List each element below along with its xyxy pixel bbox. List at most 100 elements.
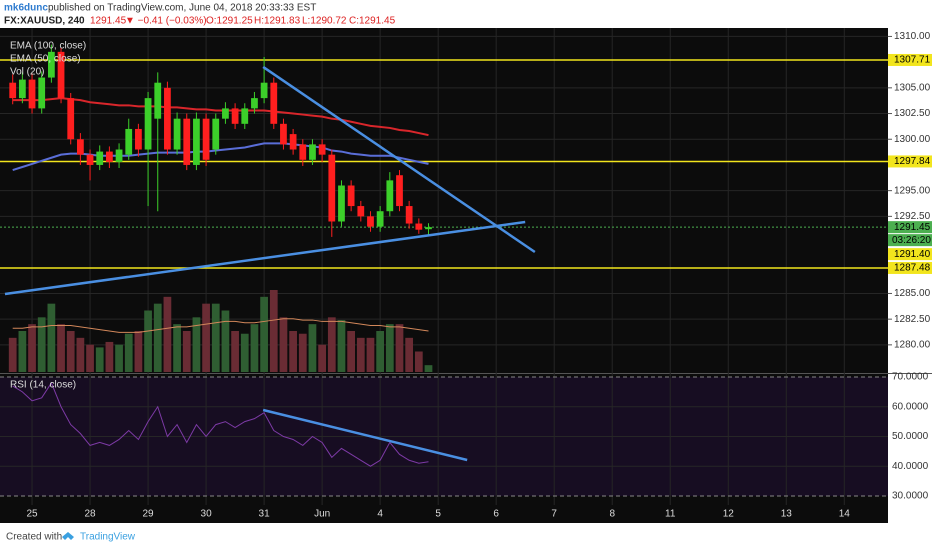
volume-bar xyxy=(269,290,278,372)
x-tick-label: Jun xyxy=(314,509,330,520)
candle-body xyxy=(135,128,142,150)
change: ▼ −0.41 (−0.03%) xyxy=(125,16,207,27)
candle-body xyxy=(405,206,413,224)
volume-bar xyxy=(28,324,36,372)
volume-bar xyxy=(376,331,385,372)
x-tick-label: 7 xyxy=(551,509,557,520)
volume-bar xyxy=(57,324,65,372)
volume-bar xyxy=(395,324,404,372)
x-tick-label: 30 xyxy=(201,509,213,520)
volume-bar xyxy=(37,317,46,372)
volume-bar xyxy=(356,337,365,372)
rsi-trendline xyxy=(262,408,468,462)
candle-body xyxy=(357,206,365,217)
rsi-tick-label: 70.0000 xyxy=(892,372,929,383)
volume-bar xyxy=(47,303,56,372)
candle-body xyxy=(251,98,258,109)
rsi-tick-label: 60.0000 xyxy=(892,401,929,412)
volume-bar xyxy=(221,310,230,372)
candle-body xyxy=(183,118,191,165)
legend-entry: Vol (20) xyxy=(10,67,44,78)
volume-bar xyxy=(153,303,162,372)
legend-entry: EMA (50, close) xyxy=(10,54,81,65)
volume-bar xyxy=(347,331,356,372)
volume-bar xyxy=(318,344,326,372)
volume-bar xyxy=(289,331,297,372)
volume-bar xyxy=(366,337,375,372)
candle-body xyxy=(231,108,239,124)
candle-body xyxy=(202,118,210,160)
y-tick-label: 1302.50 xyxy=(894,108,931,119)
logo xyxy=(62,532,74,540)
rsi-tick-label: 50.0000 xyxy=(892,431,929,442)
volume-bar xyxy=(8,337,17,372)
footer-brand[interactable]: TradingView xyxy=(80,532,136,543)
volume-bar xyxy=(66,331,75,372)
price-box xyxy=(888,155,932,168)
volume-bar xyxy=(95,347,104,372)
y-tick-label: 1285.00 xyxy=(894,288,931,299)
candle-body xyxy=(28,79,36,109)
candle-body xyxy=(144,98,152,150)
candle-body xyxy=(386,180,394,212)
volume-bar xyxy=(298,333,307,372)
candle-body xyxy=(164,87,171,150)
x-tick-label: 13 xyxy=(781,509,793,520)
candle-body xyxy=(173,118,181,150)
author[interactable]: mk6dunc xyxy=(4,3,48,14)
trendline xyxy=(4,220,526,296)
volume-bar xyxy=(192,317,201,372)
high: H:1291.83 xyxy=(254,16,301,27)
ema-line xyxy=(12,97,429,137)
published: published on TradingView.com, June 04, 2… xyxy=(48,3,316,14)
volume-bar xyxy=(76,337,85,372)
volume-bar xyxy=(18,331,27,372)
x-tick-label: 12 xyxy=(723,509,735,520)
candle-body xyxy=(280,123,287,145)
volume-bar xyxy=(144,310,152,372)
candle-body xyxy=(154,82,162,119)
candle-body xyxy=(67,98,75,140)
open: O:1291.25 xyxy=(206,16,253,27)
header-bg xyxy=(0,0,932,28)
x-tick-label: 31 xyxy=(259,509,271,520)
candle-body xyxy=(328,154,336,222)
x-tick-label: 4 xyxy=(377,509,383,520)
close: C:1291.45 xyxy=(349,16,396,27)
candle-body xyxy=(47,51,55,78)
candle-body xyxy=(38,77,46,109)
price-label: 1287.48 xyxy=(894,263,931,274)
candle-body xyxy=(425,227,432,230)
volume-bar xyxy=(327,317,336,372)
volume-bar xyxy=(173,324,181,372)
x-tick-label: 25 xyxy=(26,509,38,520)
countdown-box xyxy=(888,234,932,247)
volume-bar xyxy=(124,333,133,372)
candle-body xyxy=(318,144,326,155)
footer-bg xyxy=(0,523,932,550)
price-box xyxy=(888,261,932,274)
volume-bar xyxy=(163,296,172,372)
candle-body xyxy=(347,185,355,207)
candle-body xyxy=(86,154,94,165)
candle-body xyxy=(270,82,278,124)
candle-body xyxy=(18,79,26,99)
price-label: 1307.71 xyxy=(894,55,931,66)
candle-body xyxy=(289,134,297,150)
volume-bar xyxy=(337,320,346,372)
marker-label: 1291.40 xyxy=(894,249,931,260)
trendline xyxy=(262,65,536,254)
footer-text: Created with xyxy=(6,532,62,543)
x-tick-label: 29 xyxy=(143,509,155,520)
volume-bar xyxy=(424,365,433,372)
y-tick-label: 1292.50 xyxy=(894,211,931,222)
candle-body xyxy=(115,149,123,162)
candle-body xyxy=(338,185,345,222)
rsi-line xyxy=(12,381,429,467)
rsi-tick-label: 40.0000 xyxy=(892,461,929,472)
legend-entry: EMA (100, close) xyxy=(10,41,86,52)
volume-bar xyxy=(405,337,414,372)
candle-body xyxy=(376,211,384,227)
volume-bar xyxy=(182,331,191,372)
